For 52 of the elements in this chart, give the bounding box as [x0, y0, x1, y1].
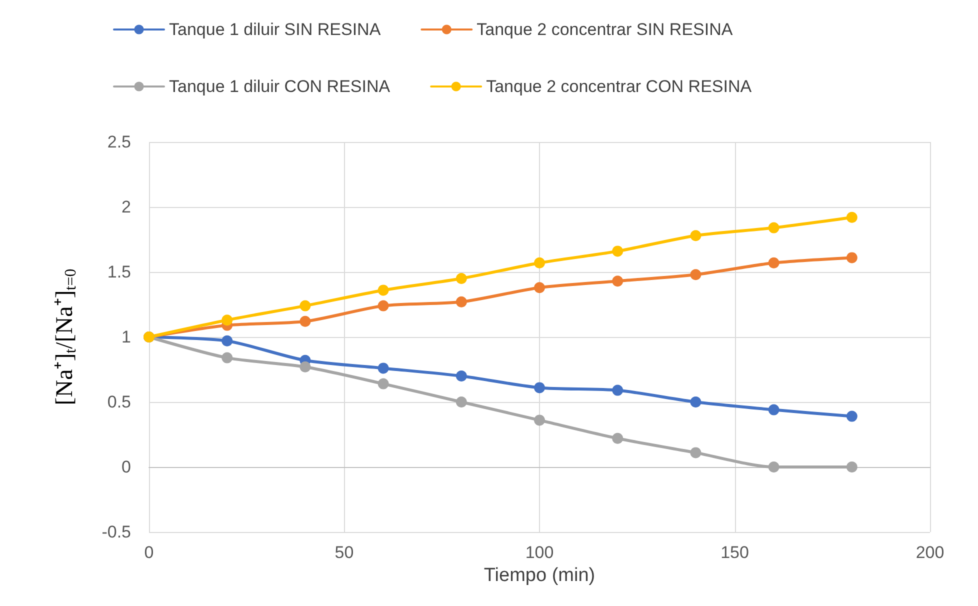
point	[300, 361, 311, 372]
legend-label: Tanque 1 diluir SIN RESINA	[169, 20, 382, 39]
point	[534, 282, 545, 294]
point	[768, 257, 780, 268]
point	[456, 296, 467, 308]
y-tick-label: 2.5	[107, 132, 131, 152]
point	[456, 396, 467, 408]
x-tick-label: 50	[334, 543, 354, 562]
point	[612, 384, 624, 396]
point	[222, 335, 233, 346]
y-tick-label: 2	[122, 198, 131, 216]
point	[768, 222, 780, 234]
point	[612, 432, 624, 444]
x-axis-title: Tiempo (min)	[484, 564, 596, 586]
point	[846, 212, 858, 223]
x-tick-label: 200	[916, 543, 944, 562]
point	[690, 447, 702, 458]
point	[768, 404, 780, 416]
legend-label: Tanque 2 concentrar CON RESINA	[486, 77, 752, 96]
point	[456, 273, 467, 284]
x-tick-label: 150	[720, 543, 749, 562]
legend-label: Tanque 1 diluir CON RESINA	[169, 77, 391, 96]
point	[378, 300, 389, 312]
point	[300, 300, 311, 312]
point	[534, 257, 545, 268]
point	[690, 396, 702, 408]
y-tick-label: -0.5	[102, 522, 131, 542]
point	[222, 352, 233, 364]
y-tick-label: 0.5	[107, 392, 131, 412]
point	[612, 276, 624, 287]
x-tick-label: 0	[144, 543, 154, 562]
point	[222, 314, 233, 326]
y-tick-label: 0	[122, 458, 131, 476]
legend-label: Tanque 2 concentrar SIN RESINA	[476, 20, 734, 39]
point	[768, 462, 780, 472]
point	[612, 246, 624, 257]
point	[534, 382, 545, 394]
point	[378, 362, 389, 374]
point	[846, 462, 858, 472]
point	[456, 370, 467, 382]
x-tick-label: 100	[525, 543, 554, 562]
point	[846, 410, 858, 422]
point	[534, 414, 545, 426]
point	[690, 269, 702, 280]
point	[300, 316, 311, 327]
point	[690, 230, 702, 242]
point	[378, 284, 389, 296]
point	[846, 252, 858, 264]
y-tick-label: 1.5	[107, 262, 131, 282]
y-tick-label: 1	[122, 328, 131, 346]
point	[378, 378, 389, 390]
y-axis-title: [Na⁺]t/[Na⁺]t=0	[52, 268, 80, 406]
